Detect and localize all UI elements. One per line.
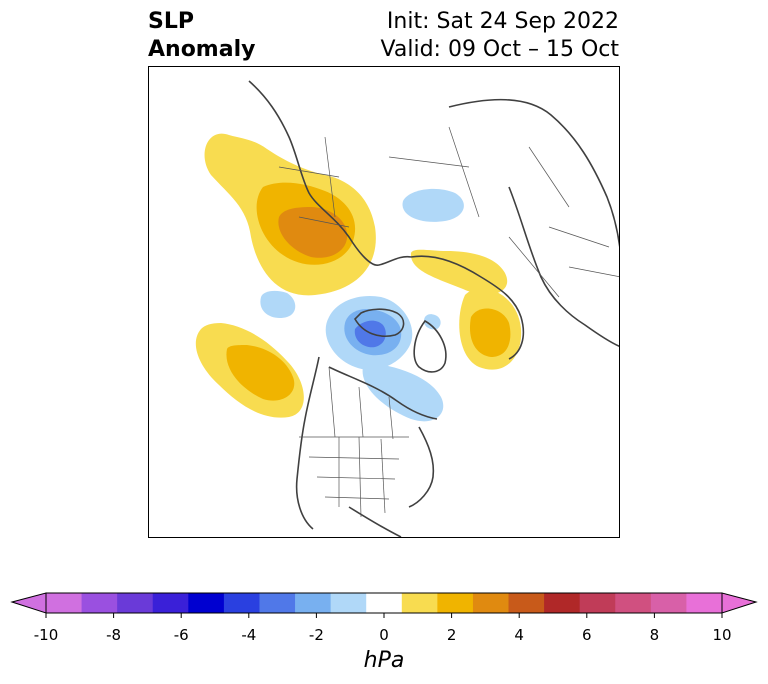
colorbar-cell xyxy=(223,593,260,613)
coastlines xyxy=(248,80,619,537)
map-date-info: Init: Sat 24 Sep 2022 Valid: 09 Oct – 15… xyxy=(381,8,619,64)
title-line-2: Anomaly xyxy=(148,37,256,62)
positive-anomaly-europe xyxy=(204,133,376,296)
title-line-1: SLP xyxy=(148,9,194,34)
colorbar-tick-label: 2 xyxy=(446,626,457,644)
colorbar-cell xyxy=(544,593,581,613)
colorbar-tick-label: -6 xyxy=(173,626,189,644)
colorbar-tick-label: -4 xyxy=(241,626,257,644)
colorbar-tick-label: -8 xyxy=(106,626,122,644)
colorbar-tick-label: -2 xyxy=(308,626,324,644)
colorbar-cell xyxy=(401,593,438,613)
colorbar-cells xyxy=(46,593,723,613)
colorbar-cell xyxy=(295,593,332,613)
colorbar-ticks xyxy=(45,613,723,618)
colorbar-cell xyxy=(366,593,403,613)
colorbar-cell xyxy=(330,593,367,613)
colorbar-cell xyxy=(508,593,545,613)
negative-anomaly-labrador xyxy=(260,290,444,422)
colorbar-tick-label: 6 xyxy=(582,626,592,644)
map-panel xyxy=(148,66,620,538)
anomaly-map xyxy=(195,80,619,537)
colorbar-cell xyxy=(152,593,189,613)
colorbar-cell xyxy=(259,593,296,613)
colorbar-cell xyxy=(81,593,118,613)
colorbar-cell xyxy=(46,593,83,613)
colorbar-extend-high xyxy=(721,592,758,614)
colorbar-units: hPa xyxy=(363,648,405,673)
colorbar-tick-label: 8 xyxy=(649,626,660,644)
colorbar-extend-low xyxy=(10,592,47,614)
colorbar-cell xyxy=(472,593,510,613)
colorbar-cell xyxy=(579,593,616,613)
colorbar-cell xyxy=(117,593,154,613)
valid-range: Valid: 09 Oct – 15 Oct xyxy=(380,37,619,62)
colorbar-cell xyxy=(188,593,225,613)
colorbar-tick-label: 10 xyxy=(712,626,732,644)
negative-anomaly-siberia xyxy=(402,188,464,222)
colorbar-cell xyxy=(615,593,652,613)
borders xyxy=(278,126,619,518)
colorbar-tick-label: 4 xyxy=(514,626,524,644)
positive-anomaly-north-atlantic xyxy=(459,289,522,370)
positive-anomaly-arctic-siberia xyxy=(410,249,508,295)
colorbar-cell xyxy=(437,593,474,613)
colorbar-tick-label: -10 xyxy=(33,626,59,644)
map-title: SLP Anomaly xyxy=(148,8,255,64)
colorbar-tick-label: 0 xyxy=(379,626,389,644)
colorbar-cell xyxy=(686,593,723,613)
colorbar-svg xyxy=(10,592,758,618)
positive-anomaly-north-pacific xyxy=(195,323,304,418)
colorbar-cell xyxy=(650,593,687,613)
init-date: Init: Sat 24 Sep 2022 xyxy=(386,9,619,34)
